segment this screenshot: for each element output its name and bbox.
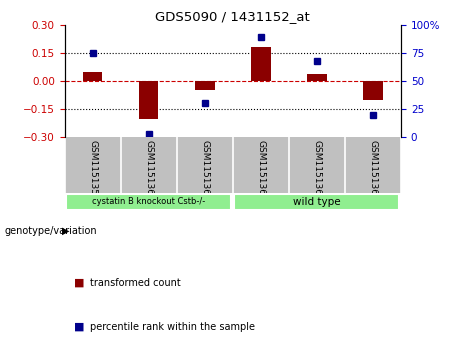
Text: genotype/variation: genotype/variation bbox=[5, 225, 97, 236]
Bar bbox=[139, 81, 159, 119]
Text: GSM1151360: GSM1151360 bbox=[144, 140, 153, 200]
Text: GSM1151362: GSM1151362 bbox=[256, 140, 266, 200]
Bar bbox=[83, 72, 102, 81]
Bar bbox=[251, 47, 271, 81]
Text: ▶: ▶ bbox=[62, 225, 70, 236]
Text: GSM1151359: GSM1151359 bbox=[88, 140, 97, 200]
Text: GSM1151364: GSM1151364 bbox=[368, 140, 378, 200]
Text: GSM1151361: GSM1151361 bbox=[200, 140, 209, 200]
Text: wild type: wild type bbox=[293, 197, 341, 207]
Bar bbox=[307, 74, 327, 81]
Bar bbox=[363, 81, 383, 100]
Text: percentile rank within the sample: percentile rank within the sample bbox=[90, 322, 255, 332]
Bar bbox=[235, 193, 399, 210]
Text: GSM1151363: GSM1151363 bbox=[313, 140, 321, 200]
Text: ■: ■ bbox=[74, 278, 84, 288]
Text: transformed count: transformed count bbox=[90, 278, 181, 288]
Bar bbox=[195, 81, 214, 90]
Bar bbox=[66, 193, 231, 210]
Title: GDS5090 / 1431152_at: GDS5090 / 1431152_at bbox=[155, 10, 310, 23]
Text: cystatin B knockout Cstb-/-: cystatin B knockout Cstb-/- bbox=[92, 197, 205, 206]
Text: ■: ■ bbox=[74, 322, 84, 332]
